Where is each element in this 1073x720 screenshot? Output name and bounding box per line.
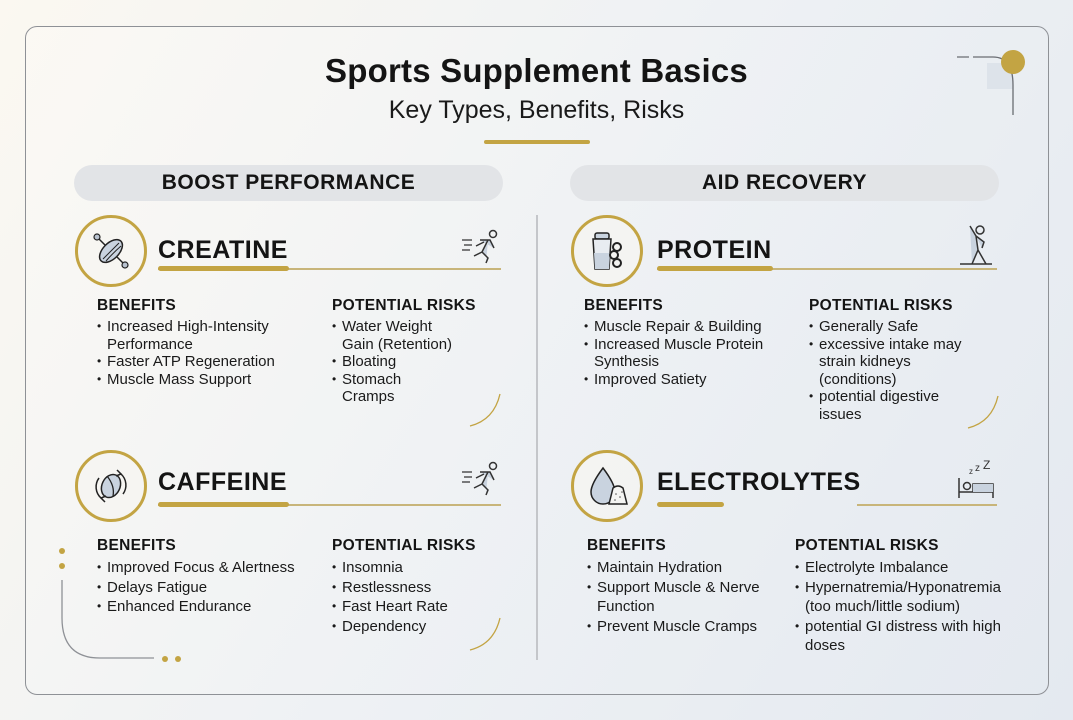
supplement-title: CAFFEINE: [158, 468, 287, 496]
column-divider: [536, 215, 538, 660]
title-rule-accent: [158, 266, 289, 271]
benefit-item: Maintain Hydration: [587, 558, 777, 578]
title-rule-accent: [158, 502, 289, 507]
benefit-item: Improved Focus & Alertness: [97, 558, 317, 578]
risks-heading: POTENTIAL RISKS: [332, 297, 476, 314]
benefit-item: Improved Satiety: [584, 371, 794, 389]
risks-heading: POTENTIAL RISKS: [809, 297, 953, 314]
title-underline: [484, 140, 590, 144]
benefit-item: Prevent Muscle Cramps: [587, 617, 777, 637]
benefits-list: Maintain Hydration Support Muscle & Nerv…: [587, 558, 777, 636]
benefits-heading: BENEFITS: [97, 537, 177, 554]
supplement-title: CREATINE: [158, 236, 288, 264]
risk-item: Fast Heart Rate: [332, 597, 482, 617]
risk-item: Stomach Cramps: [332, 371, 457, 406]
page-subtitle: Key Types, Benefits, Risks: [388, 96, 685, 124]
title-rule: [158, 268, 501, 270]
title-rule-accent: [657, 502, 724, 507]
risk-item: Electrolyte Imbalance: [795, 558, 1020, 578]
decorative-dot: [175, 656, 181, 662]
supplement-title: ELECTROLYTES: [657, 468, 861, 496]
risk-item: potential GI distress with high doses: [795, 617, 1020, 656]
decorative-dot: [162, 656, 168, 662]
risk-item: Dependency: [332, 617, 482, 637]
water-drop-salt-icon: [571, 450, 643, 522]
protein-shaker-icon: [571, 215, 643, 287]
decorative-arc: [469, 393, 501, 427]
stretching-person-icon: [960, 225, 992, 265]
title-rule: [657, 268, 997, 270]
decorative-dot: [59, 548, 65, 554]
running-person-icon: [462, 461, 498, 496]
category-boost-performance: BOOST PERFORMANCE: [74, 165, 503, 201]
benefits-heading: BENEFITS: [97, 297, 177, 314]
risks-list: Electrolyte Imbalance Hypernatremia/Hypo…: [795, 558, 1020, 656]
risks-list: Generally Safe excessive intake may stra…: [809, 318, 969, 423]
category-aid-recovery: AID RECOVERY: [570, 165, 999, 201]
benefit-item: Faster ATP Regeneration: [97, 353, 307, 371]
corner-decoration-icon: [957, 50, 1025, 115]
risk-item: Bloating: [332, 353, 457, 371]
decorative-arc: [967, 395, 999, 429]
risk-item: Restlessness: [332, 578, 482, 598]
benefit-item: Increased Muscle Protein Synthesis: [584, 336, 794, 371]
risks-list: Water Weight Gain (Retention) Bloating S…: [332, 318, 457, 406]
coffee-bean-cycle-icon: [75, 450, 147, 522]
running-person-icon: [462, 229, 498, 264]
benefits-heading: BENEFITS: [584, 297, 664, 314]
benefit-item: Muscle Mass Support: [97, 371, 307, 389]
title-rule-accent: [657, 266, 773, 271]
sleeping-bed-icon: z z Z: [958, 460, 994, 498]
risks-heading: POTENTIAL RISKS: [332, 537, 476, 554]
risk-item: Insomnia: [332, 558, 482, 578]
risk-item: potential digestive issues: [809, 388, 969, 423]
svg-text:z: z: [969, 467, 973, 476]
risks-heading: POTENTIAL RISKS: [795, 537, 939, 554]
decorative-dot: [59, 563, 65, 569]
risk-item: Water Weight Gain (Retention): [332, 318, 457, 353]
benefits-list: Improved Focus & Alertness Delays Fatigu…: [97, 558, 317, 617]
benefit-item: Delays Fatigue: [97, 578, 317, 598]
benefit-item: Support Muscle & Nerve Function: [587, 578, 777, 617]
risk-item: Hypernatremia/Hyponatremia (too much/lit…: [795, 578, 1020, 617]
title-rule: [158, 504, 501, 506]
svg-text:Z: Z: [983, 460, 990, 472]
benefit-item: Enhanced Endurance: [97, 597, 317, 617]
risks-list: Insomnia Restlessness Fast Heart Rate De…: [332, 558, 482, 636]
risk-item: excessive intake may strain kidneys (con…: [809, 336, 969, 389]
benefits-list: Muscle Repair & Building Increased Muscl…: [584, 318, 794, 388]
title-rule: [857, 504, 997, 506]
supplement-title: PROTEIN: [657, 236, 772, 264]
benefit-item: Muscle Repair & Building: [584, 318, 794, 336]
svg-text:z: z: [975, 463, 980, 474]
benefits-list: Increased High-Intensity Performance Fas…: [97, 318, 307, 388]
page-title: Sports Supplement Basics: [325, 52, 748, 89]
benefit-item: Increased High-Intensity Performance: [97, 318, 307, 353]
decorative-corner-line: [61, 580, 154, 659]
decorative-arc: [469, 617, 501, 651]
muscle-icon: [75, 215, 147, 287]
benefits-heading: BENEFITS: [587, 537, 667, 554]
risk-item: Generally Safe: [809, 318, 969, 336]
